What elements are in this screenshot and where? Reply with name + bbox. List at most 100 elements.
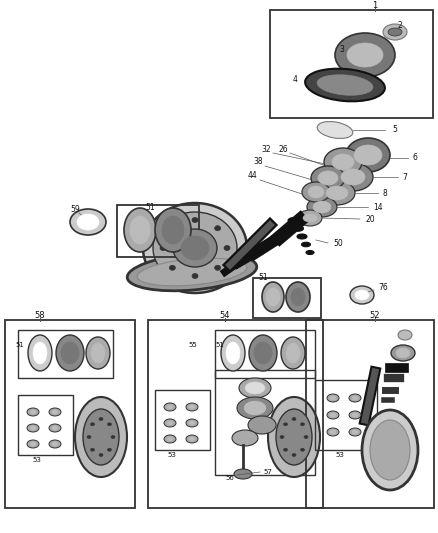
Bar — [253, 278, 321, 318]
Text: 8: 8 — [383, 189, 387, 198]
Text: 52: 52 — [370, 311, 380, 320]
Text: 50: 50 — [333, 238, 343, 247]
Ellipse shape — [170, 225, 175, 231]
Ellipse shape — [186, 419, 198, 427]
Ellipse shape — [254, 342, 272, 364]
Ellipse shape — [292, 417, 296, 421]
Ellipse shape — [306, 251, 314, 254]
Text: 56: 56 — [226, 475, 234, 481]
Ellipse shape — [160, 246, 166, 251]
Ellipse shape — [30, 410, 36, 414]
Ellipse shape — [327, 411, 339, 419]
Bar — [215, 330, 315, 378]
Ellipse shape — [27, 424, 39, 432]
Ellipse shape — [327, 428, 339, 436]
Ellipse shape — [352, 396, 358, 400]
Ellipse shape — [283, 423, 287, 426]
Ellipse shape — [349, 428, 361, 436]
Ellipse shape — [221, 335, 245, 371]
Ellipse shape — [324, 148, 362, 176]
Ellipse shape — [167, 421, 173, 425]
Text: 20: 20 — [365, 214, 375, 223]
Ellipse shape — [49, 424, 61, 432]
Ellipse shape — [107, 423, 112, 426]
Ellipse shape — [87, 435, 91, 439]
Ellipse shape — [398, 330, 412, 340]
Ellipse shape — [61, 342, 79, 364]
Ellipse shape — [75, 397, 127, 477]
Ellipse shape — [111, 435, 115, 439]
Ellipse shape — [262, 282, 284, 312]
Ellipse shape — [153, 212, 237, 284]
Ellipse shape — [170, 265, 175, 270]
Ellipse shape — [280, 435, 284, 439]
Ellipse shape — [143, 203, 247, 293]
Text: 14: 14 — [373, 203, 383, 212]
Ellipse shape — [99, 417, 103, 421]
Ellipse shape — [173, 229, 217, 267]
Ellipse shape — [167, 405, 173, 409]
Ellipse shape — [91, 423, 95, 426]
Ellipse shape — [391, 345, 415, 361]
Ellipse shape — [86, 337, 110, 369]
Ellipse shape — [333, 163, 373, 191]
Ellipse shape — [192, 217, 198, 222]
Ellipse shape — [292, 454, 296, 456]
Ellipse shape — [383, 24, 407, 40]
Ellipse shape — [330, 430, 336, 434]
Ellipse shape — [52, 442, 58, 446]
Text: 1: 1 — [372, 2, 378, 11]
Text: 53: 53 — [168, 452, 177, 458]
Ellipse shape — [215, 225, 221, 231]
Ellipse shape — [124, 208, 156, 252]
Text: 44: 44 — [247, 172, 257, 181]
Text: 76: 76 — [378, 282, 388, 292]
Bar — [306, 320, 434, 508]
Bar — [117, 205, 199, 257]
Ellipse shape — [49, 408, 61, 416]
Ellipse shape — [186, 435, 198, 443]
Text: 51: 51 — [215, 342, 224, 348]
Ellipse shape — [107, 448, 112, 451]
Ellipse shape — [349, 411, 361, 419]
Ellipse shape — [27, 440, 39, 448]
Ellipse shape — [56, 335, 84, 371]
Ellipse shape — [33, 342, 47, 364]
Ellipse shape — [396, 348, 410, 358]
Ellipse shape — [298, 210, 322, 226]
Ellipse shape — [77, 214, 99, 230]
Ellipse shape — [319, 181, 355, 205]
Ellipse shape — [350, 286, 374, 304]
Ellipse shape — [249, 335, 277, 371]
Ellipse shape — [27, 408, 39, 416]
Ellipse shape — [355, 290, 369, 300]
Ellipse shape — [281, 337, 305, 369]
Ellipse shape — [164, 419, 176, 427]
Text: 57: 57 — [264, 469, 272, 475]
Ellipse shape — [49, 440, 61, 448]
Bar — [270, 10, 433, 118]
Ellipse shape — [234, 469, 252, 479]
Ellipse shape — [311, 166, 345, 190]
Ellipse shape — [28, 335, 52, 371]
Ellipse shape — [130, 216, 150, 244]
Ellipse shape — [91, 343, 105, 363]
Bar — [148, 320, 323, 508]
Ellipse shape — [232, 430, 258, 446]
Ellipse shape — [52, 410, 58, 414]
Text: 38: 38 — [253, 157, 263, 166]
Text: 2: 2 — [398, 21, 403, 30]
Text: 59: 59 — [70, 206, 80, 214]
Ellipse shape — [318, 171, 338, 185]
Ellipse shape — [226, 342, 240, 364]
Ellipse shape — [283, 448, 287, 451]
Ellipse shape — [388, 28, 402, 36]
Ellipse shape — [317, 75, 373, 95]
Ellipse shape — [244, 401, 266, 415]
Bar — [18, 395, 73, 455]
Bar — [155, 390, 210, 450]
Ellipse shape — [349, 394, 361, 402]
Ellipse shape — [237, 397, 273, 419]
Bar — [5, 320, 135, 508]
Ellipse shape — [346, 138, 390, 172]
